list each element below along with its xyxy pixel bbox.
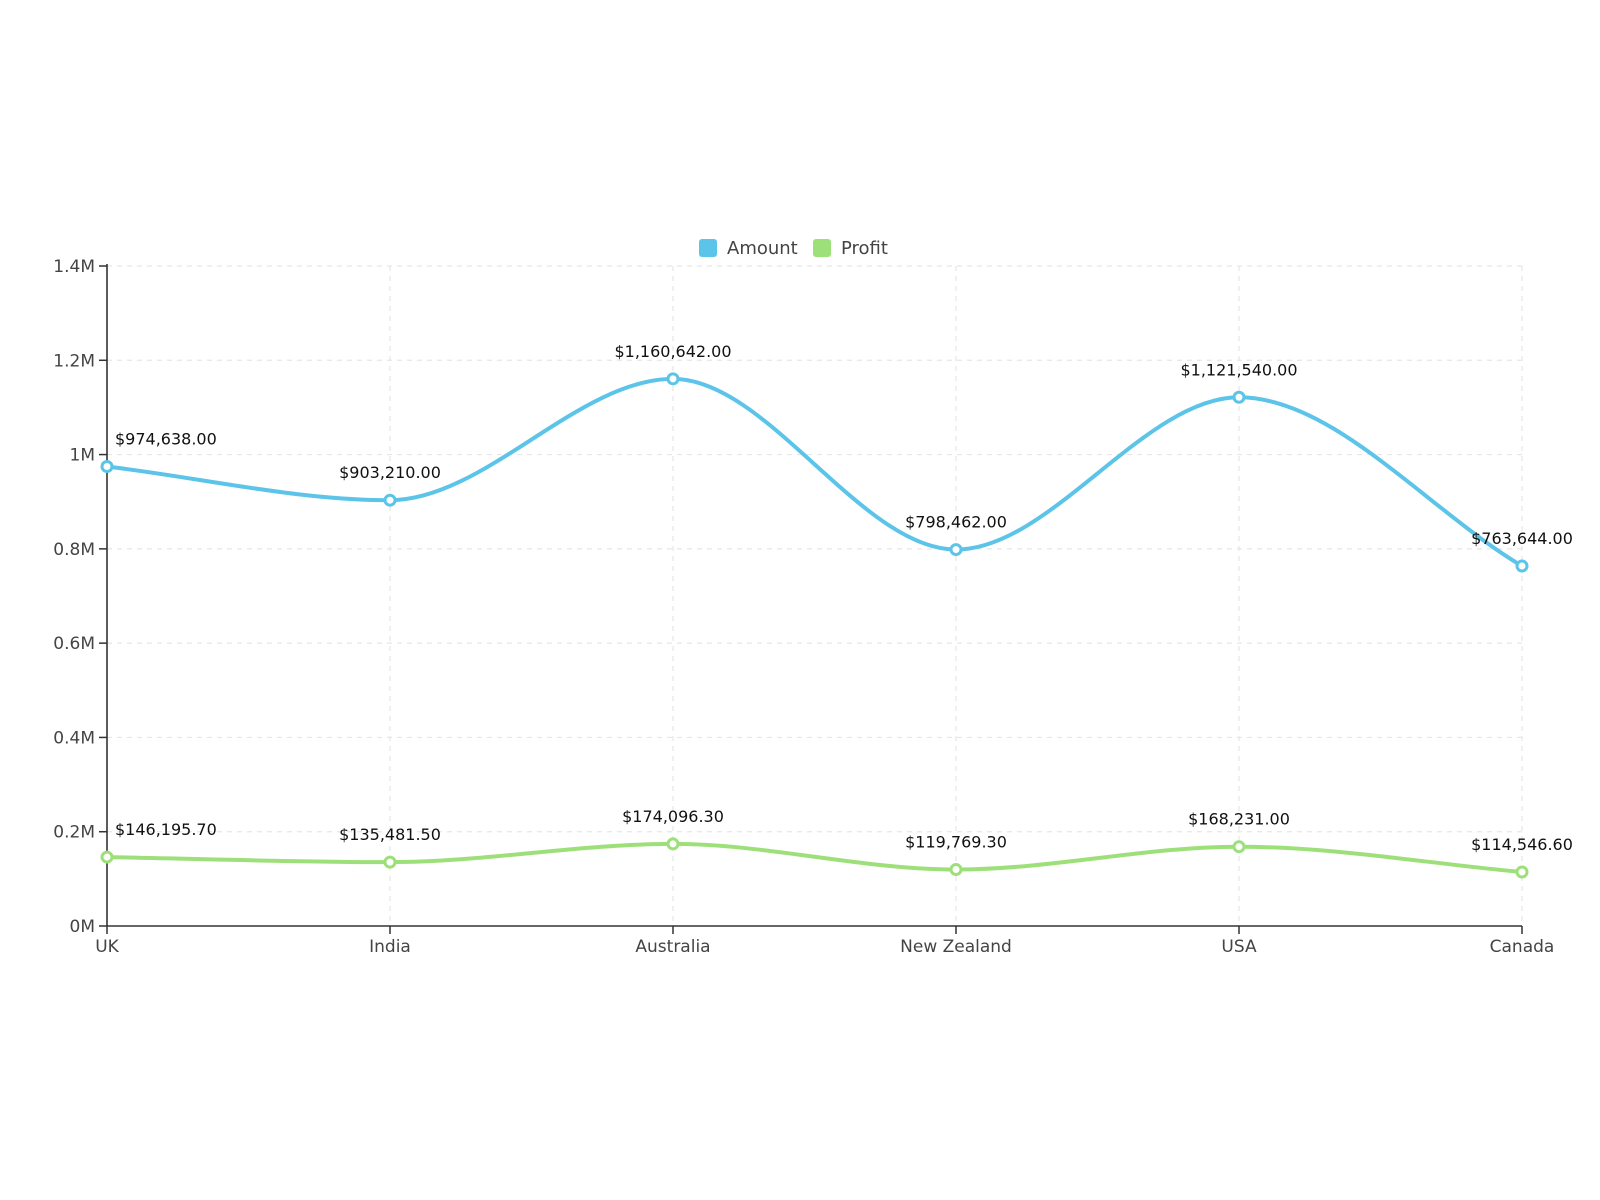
- data-label-amount: $903,210.00: [339, 463, 441, 482]
- data-label-profit: $174,096.30: [622, 807, 724, 826]
- data-point-profit[interactable]: [1232, 840, 1246, 854]
- data-label-profit: $135,481.50: [339, 825, 441, 844]
- y-tick-label: 0.6M: [53, 634, 95, 654]
- data-point-amount[interactable]: [949, 543, 963, 557]
- series-line-profit: [106, 841, 1523, 874]
- data-label-amount: $763,644.00: [1471, 529, 1573, 548]
- legend-swatch: [699, 239, 717, 257]
- grid-layer: [107, 265, 1523, 926]
- data-point-amount[interactable]: [1232, 390, 1246, 404]
- data-point-amount[interactable]: [1515, 559, 1529, 573]
- y-tick-label: 0M: [70, 917, 95, 937]
- data-point-profit[interactable]: [100, 850, 114, 864]
- data-label-profit: $168,231.00: [1188, 810, 1290, 829]
- legend-swatch: [813, 239, 831, 257]
- x-tick-label: UK: [95, 937, 119, 957]
- x-tick-label: USA: [1221, 937, 1257, 957]
- data-label-profit: $119,769.30: [905, 833, 1007, 852]
- y-tick-label: 1.4M: [53, 257, 95, 277]
- data-label-profit: $114,546.60: [1471, 835, 1573, 854]
- data-point-profit[interactable]: [949, 863, 963, 877]
- y-tick-label: 0.8M: [53, 540, 95, 560]
- data-labels-layer: $974,638.00 $903,210.00 $1,160,642.00 $798,…: [115, 342, 1573, 854]
- data-label-amount: $798,462.00: [905, 513, 1007, 532]
- legend-label: Profit: [841, 238, 888, 259]
- data-point-amount[interactable]: [383, 493, 397, 507]
- axes-layer: 0M 0.2M 0.4M 0.6M 0.8M 1M 1.2M 1.4M UK India Austr…: [53, 257, 1554, 957]
- legend-item-profit[interactable]: Profit: [813, 238, 888, 259]
- data-label-amount: $1,121,540.00: [1180, 360, 1297, 379]
- data-point-amount[interactable]: [666, 372, 680, 386]
- data-point-amount[interactable]: [100, 460, 114, 474]
- data-point-profit[interactable]: [666, 837, 680, 851]
- x-tick-label: India: [369, 937, 411, 957]
- series-line-amount: [106, 376, 1524, 568]
- data-point-profit[interactable]: [383, 855, 397, 869]
- series-layer: [100, 372, 1529, 879]
- data-label-profit: $146,195.70: [115, 820, 217, 839]
- legend-label: Amount: [727, 238, 798, 259]
- x-tick-label: New Zealand: [900, 937, 1012, 957]
- legend: Amount Profit: [699, 238, 888, 259]
- y-tick-label: 0.2M: [53, 823, 95, 843]
- legend-item-amount[interactable]: Amount: [699, 238, 798, 259]
- data-label-amount: $1,160,642.00: [614, 342, 731, 361]
- x-tick-label: Canada: [1490, 937, 1555, 957]
- y-tick-label: 1.2M: [53, 351, 95, 371]
- y-tick-label: 0.4M: [53, 728, 95, 748]
- y-tick-label: 1M: [70, 446, 95, 466]
- x-tick-label: Australia: [635, 937, 710, 957]
- data-label-amount: $974,638.00: [115, 430, 217, 449]
- data-point-profit[interactable]: [1515, 865, 1529, 879]
